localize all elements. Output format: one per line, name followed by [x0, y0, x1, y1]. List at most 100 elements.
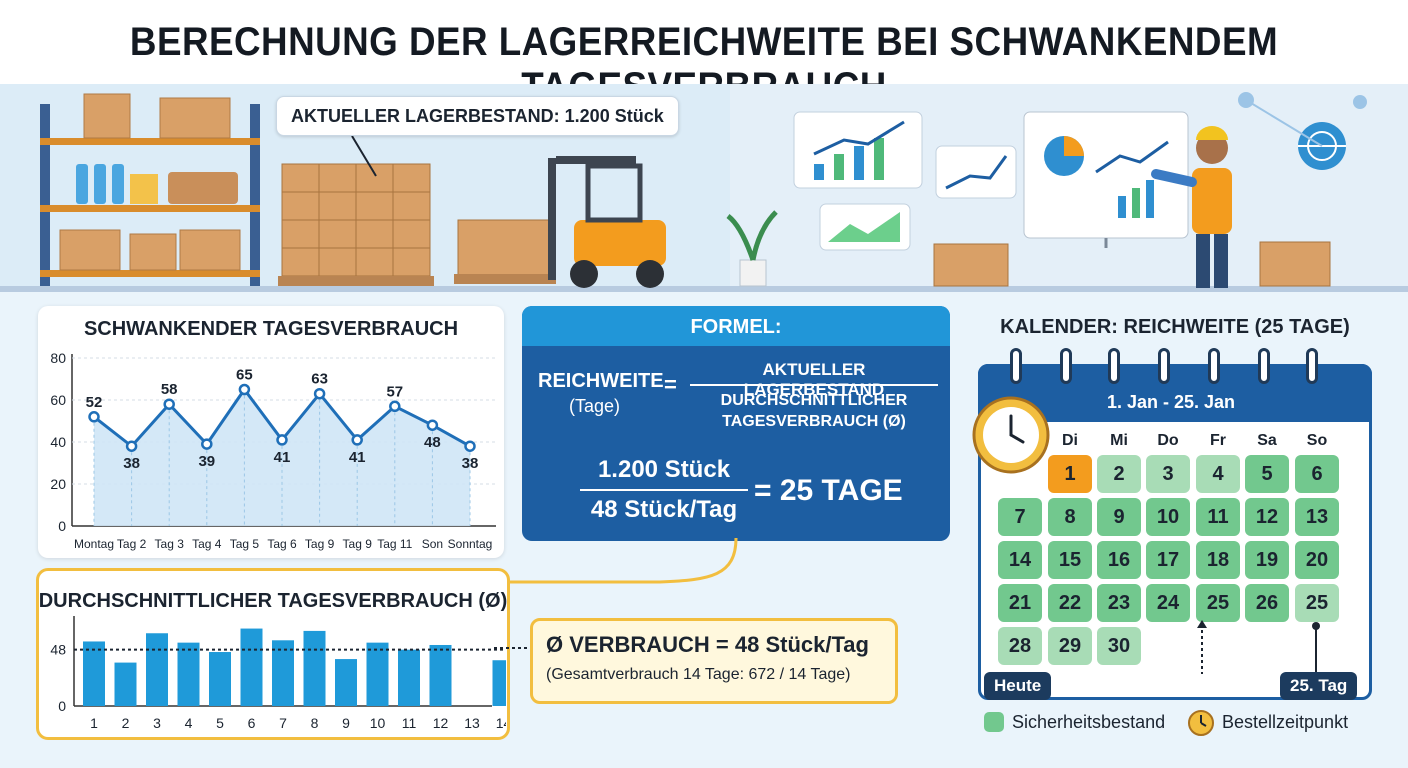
x-tick-label: 13: [464, 715, 480, 731]
data-label: 48: [424, 434, 441, 451]
calendar-day: 16: [1097, 541, 1141, 579]
y-tick-label: 0: [58, 698, 66, 714]
calendar-markers: [1197, 620, 1320, 674]
average-dotted-link: [494, 647, 534, 649]
x-tick-label: 12: [433, 715, 449, 731]
formula-denominator-line2: TAGESVERBRAUCH (Ø): [722, 413, 906, 430]
data-label: 38: [462, 455, 479, 472]
calc-numerator: 1.200 Stück: [597, 456, 731, 483]
clock-icon: [972, 396, 1050, 474]
calendar-day: 17: [1146, 541, 1190, 579]
calendar-day: 24: [1146, 584, 1190, 622]
data-label: 39: [198, 453, 215, 470]
calc-denominator: 48 Stück/Tag: [590, 496, 738, 523]
calendar-day: 14: [998, 541, 1042, 579]
y-tick-label: 40: [50, 434, 66, 450]
data-point: [125, 440, 138, 452]
calendar-day: 10: [1146, 498, 1190, 536]
calc-fraction-bar: [580, 489, 748, 491]
data-label: 52: [86, 394, 103, 411]
calendar-day: 18: [1196, 541, 1240, 579]
x-tick-label: 5: [216, 715, 224, 731]
bar: [83, 641, 105, 706]
order-point-label: Bestellzeitpunkt: [1222, 712, 1349, 732]
formula-title: FORMEL:: [690, 316, 782, 338]
binder-ring: [1258, 348, 1270, 384]
data-point: [389, 400, 401, 413]
binder-ring: [1208, 348, 1220, 384]
bar: [366, 642, 389, 706]
formula-equals: =: [664, 372, 677, 397]
x-tick-label: Tag 3: [155, 537, 185, 551]
calendar-day: 15: [1048, 541, 1092, 579]
data-point: [201, 438, 213, 450]
x-tick-label: Tag 4: [192, 537, 222, 551]
callout-connector: [510, 537, 738, 584]
data-point: [276, 434, 288, 446]
calendar-day: 22: [1048, 584, 1092, 622]
calendar-day: 13: [1295, 498, 1339, 536]
average-detail: (Gesamtverbrauch 14 Tage: 672 / 14 Tage): [546, 666, 851, 683]
calendar-day: 9: [1097, 498, 1141, 536]
calendar-range: 1. Jan - 25. Jan: [1106, 392, 1236, 412]
calendar-day: 6: [1295, 455, 1339, 493]
calendar-day: 12: [1245, 498, 1289, 536]
average-summary: Ø VERBRAUCH = 48 Stück/Tag: [546, 632, 869, 657]
x-tick-label: 11: [402, 715, 417, 731]
calendar-day: 28: [998, 627, 1042, 665]
binder-ring: [1306, 348, 1318, 384]
x-tick-label: Tag 6: [267, 537, 297, 551]
weekday-label: Do: [1157, 432, 1179, 449]
bar: [429, 644, 452, 706]
y-tick-label: 60: [50, 392, 66, 408]
today-tag: Heute: [984, 672, 1052, 700]
x-tick-label: Tag 2: [117, 537, 147, 551]
data-point: [313, 387, 326, 400]
data-label: 57: [386, 383, 403, 400]
x-tick-label: 9: [342, 715, 350, 731]
stock-callout: AKTUELLER LAGERBESTAND: 1.200 Stück: [276, 96, 679, 136]
weekday-label: Mi: [1110, 432, 1128, 449]
x-tick-label: 6: [248, 715, 256, 731]
calendar-day: 26: [1245, 584, 1289, 622]
safety-stock-swatch: [984, 712, 1004, 732]
average-usage-chart: 1234567891011121314480: [50, 616, 506, 731]
calendar-day: 30: [1097, 627, 1141, 665]
calendar-day: 20: [1295, 541, 1339, 579]
box-stack-icon: [278, 135, 434, 286]
bar: [492, 660, 506, 706]
data-point: [88, 411, 100, 423]
bar: [335, 659, 357, 706]
bar: [303, 630, 326, 706]
average-summary-box: [530, 618, 898, 704]
x-tick-label: Sonntag: [448, 537, 493, 551]
binder-ring: [1108, 348, 1120, 384]
weekday-label: Fr: [1210, 432, 1226, 449]
calendar-day: 1: [1048, 455, 1092, 493]
bar: [114, 662, 137, 706]
x-tick-label: Son: [422, 537, 443, 551]
calendar-day: 8: [1048, 498, 1092, 536]
calendar-day: 11: [1196, 498, 1240, 536]
bar: [146, 633, 168, 706]
x-tick-label: 3: [153, 715, 161, 731]
x-tick-label: 8: [311, 715, 319, 731]
calendar-day: 25: [1196, 584, 1240, 622]
calendar-day: 23: [1097, 584, 1141, 622]
x-tick-label: 10: [370, 715, 386, 731]
x-tick-label: Tag 9: [305, 537, 335, 551]
bar: [177, 642, 200, 706]
safety-stock-label: Sicherheitsbestand: [1012, 712, 1166, 732]
calendar-day: 5: [1245, 455, 1289, 493]
calendar-day: 19: [1245, 541, 1289, 579]
warehouse-illustration: [0, 84, 1408, 292]
bar: [209, 652, 231, 706]
worker-icon: [1151, 126, 1232, 288]
order-point-icon: [1188, 710, 1214, 736]
x-tick-label: 4: [185, 715, 193, 731]
x-tick-label: Tag 11: [377, 537, 412, 551]
plant-icon: [726, 210, 778, 287]
data-point: [464, 440, 476, 452]
calendar-day: 21: [998, 584, 1042, 622]
calendar-day: 3: [1146, 455, 1190, 493]
